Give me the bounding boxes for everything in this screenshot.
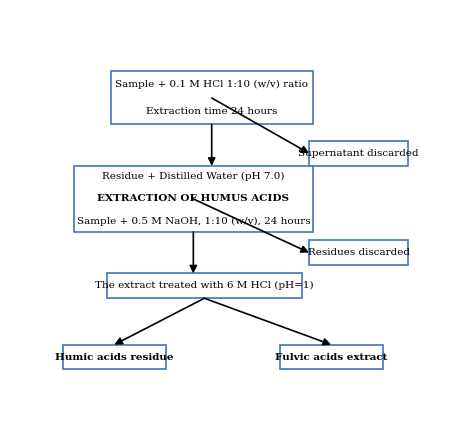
- Text: Sample + 0.5 M NaOH, 1:10 (w/v), 24 hours: Sample + 0.5 M NaOH, 1:10 (w/v), 24 hour…: [76, 216, 310, 226]
- Text: EXTRACTION OF HUMUS ACIDS: EXTRACTION OF HUMUS ACIDS: [97, 194, 289, 203]
- Text: Fulvic acids extract: Fulvic acids extract: [275, 353, 387, 362]
- Text: Residue + Distilled Water (pH 7.0): Residue + Distilled Water (pH 7.0): [102, 172, 284, 181]
- Text: Extraction time 24 hours: Extraction time 24 hours: [146, 107, 277, 116]
- FancyBboxPatch shape: [309, 240, 408, 265]
- Text: Sample + 0.1 M HCl 1:10 (w/v) ratio: Sample + 0.1 M HCl 1:10 (w/v) ratio: [115, 80, 308, 89]
- Text: Supernatant discarded: Supernatant discarded: [298, 149, 419, 158]
- Text: The extract treated with 6 M HCl (pH=1): The extract treated with 6 M HCl (pH=1): [95, 281, 314, 290]
- FancyBboxPatch shape: [280, 344, 383, 369]
- FancyBboxPatch shape: [309, 141, 408, 166]
- FancyBboxPatch shape: [74, 166, 313, 232]
- Text: Residues discarded: Residues discarded: [308, 248, 410, 257]
- FancyBboxPatch shape: [63, 344, 166, 369]
- Text: Humic acids residue: Humic acids residue: [55, 353, 173, 362]
- FancyBboxPatch shape: [107, 273, 301, 298]
- FancyBboxPatch shape: [110, 71, 313, 124]
